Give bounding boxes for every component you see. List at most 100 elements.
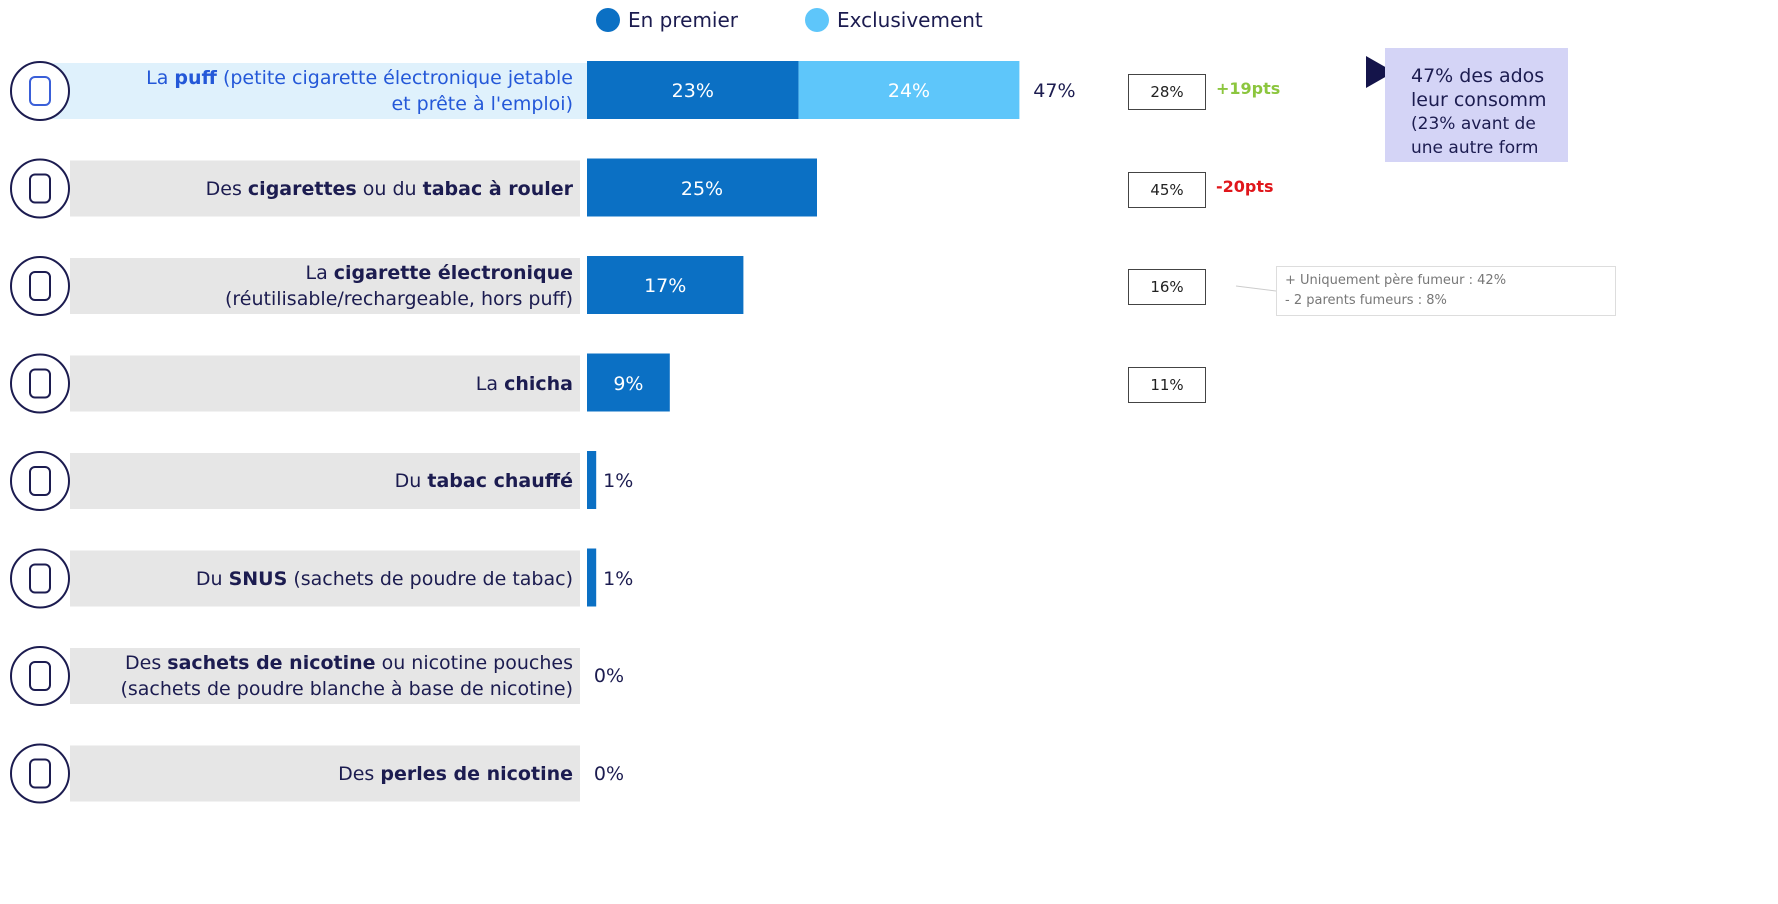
category-line: Des perles de nicotine: [338, 761, 573, 787]
icon: [10, 61, 70, 121]
label-part: et prête à l'emploi): [391, 93, 573, 115]
legend-label: En premier: [628, 8, 739, 32]
label-background: [70, 648, 580, 704]
category-label: Du SNUS (sachets de poudre de tabac): [196, 566, 573, 592]
label-part: chicha: [504, 372, 573, 395]
label-background: [70, 160, 580, 217]
bar: [587, 353, 670, 412]
category-label: La puff (petite cigarette électronique j…: [146, 65, 573, 117]
category-line: La puff (petite cigarette électronique j…: [146, 65, 573, 91]
note-line: + Uniquement père fumeur : 42%: [1285, 273, 1507, 288]
label-part: ou du: [356, 177, 423, 200]
bar: [798, 61, 1020, 119]
label-part: tabac à rouler: [422, 177, 573, 200]
category-line: Du SNUS (sachets de poudre de tabac): [196, 566, 573, 592]
callout-line: une autre form: [1411, 138, 1539, 158]
bar: [587, 158, 817, 217]
value-label: 9%: [613, 372, 644, 395]
label-part: puff: [174, 67, 217, 89]
category-line: Du tabac chauffé: [395, 468, 573, 494]
label-part: (petite cigarette électronique jetable: [216, 67, 573, 89]
icon-glyph: [29, 758, 51, 789]
total-label: 47%: [1033, 80, 1076, 102]
bar: [587, 256, 744, 314]
category-label: La chicha: [476, 371, 573, 397]
label-background: [70, 550, 580, 607]
value-label: 17%: [644, 275, 687, 297]
icon: [10, 646, 70, 706]
callout-arrow: [1366, 56, 1394, 88]
label-part: tabac chauffé: [427, 470, 573, 492]
category-line: Des cigarettes ou du tabac à rouler: [206, 176, 573, 202]
bar: [587, 451, 597, 509]
label-part: Du: [195, 567, 229, 590]
category-line: La chicha: [476, 371, 573, 397]
note-box: + Uniquement père fumeur : 42% - 2 parent…: [1276, 266, 1616, 316]
icon: [10, 353, 70, 414]
callout-line: leur consomm: [1411, 89, 1547, 111]
previous-value: 11%: [1128, 366, 1206, 403]
icon: [10, 256, 70, 316]
legend-swatch: [596, 8, 620, 32]
label-part: SNUS: [228, 567, 288, 590]
label-part: (réutilisable/rechargeable, hors puff): [224, 288, 573, 310]
callout-line: (23% avant de: [1411, 114, 1536, 134]
label-part: Des: [338, 762, 381, 785]
category-label: Des perles de nicotine: [338, 761, 573, 787]
label-background: [70, 745, 580, 802]
note-line: - 2 parents fumeurs : 8%: [1285, 293, 1447, 308]
legend-swatch: [805, 8, 829, 32]
label-part: cigarette électronique: [333, 262, 573, 284]
category-label: Des cigarettes ou du tabac à rouler: [206, 176, 573, 202]
previous-value: 45%: [1128, 171, 1206, 208]
label-part: La: [305, 262, 334, 284]
category-label: La cigarette électronique (réutilisable/r…: [225, 260, 573, 312]
label-background: [40, 63, 587, 119]
label-part: Des: [205, 177, 248, 200]
label-part: (sachets de poudre de tabac): [287, 567, 573, 590]
category-label: Du tabac chauffé: [395, 468, 573, 494]
label-part: (sachets de poudre blanche à base de nic…: [120, 678, 573, 700]
icon-glyph: [29, 76, 51, 106]
value-label: 0%: [593, 665, 625, 687]
icon: [10, 451, 70, 511]
category-line: Des sachets de nicotine ou nicotine pouc…: [120, 650, 573, 676]
icon-glyph: [29, 466, 51, 496]
label-part: La: [146, 67, 175, 89]
value-label: 25%: [680, 177, 724, 200]
icon-glyph: [29, 271, 51, 301]
label-background: [70, 355, 580, 412]
previous-value: 16%: [1128, 269, 1206, 305]
previous-value: 28%: [1128, 74, 1206, 110]
icon-glyph: [29, 563, 51, 594]
value-label: 1%: [603, 470, 634, 492]
icon: [10, 743, 70, 804]
value-label: 24%: [887, 80, 931, 102]
icon-glyph: [29, 661, 51, 691]
label-background: [70, 258, 580, 314]
label-part: sachets de nicotine: [167, 652, 376, 674]
value-label: 0%: [593, 762, 625, 785]
label-part: perles de nicotine: [380, 762, 573, 785]
category-line: et prête à l'emploi): [146, 91, 573, 117]
category-label: Des sachets de nicotine ou nicotine pouc…: [120, 650, 573, 702]
bar: [587, 61, 799, 119]
value-label: 1%: [603, 567, 634, 590]
label-background: [70, 453, 580, 509]
callout-line: 47% des ados: [1411, 65, 1545, 87]
callout-box: 47% des ados leur consomm (23% avant de une…: [1385, 48, 1568, 162]
label-part: Du: [394, 470, 428, 492]
legend-label: Exclusivement: [837, 8, 983, 32]
category-line: La cigarette électronique: [225, 260, 573, 286]
category-line: (sachets de poudre blanche à base de nic…: [120, 676, 573, 702]
bar: [587, 548, 597, 607]
change-label: +19pts: [1216, 79, 1281, 98]
icon: [10, 548, 70, 609]
label-part: Des: [125, 652, 168, 674]
label-part: La: [475, 372, 505, 395]
label-part: ou nicotine pouches: [375, 652, 573, 674]
icon-glyph: [29, 173, 51, 204]
change-label: -20pts: [1216, 176, 1274, 196]
value-label: 23%: [671, 80, 714, 102]
